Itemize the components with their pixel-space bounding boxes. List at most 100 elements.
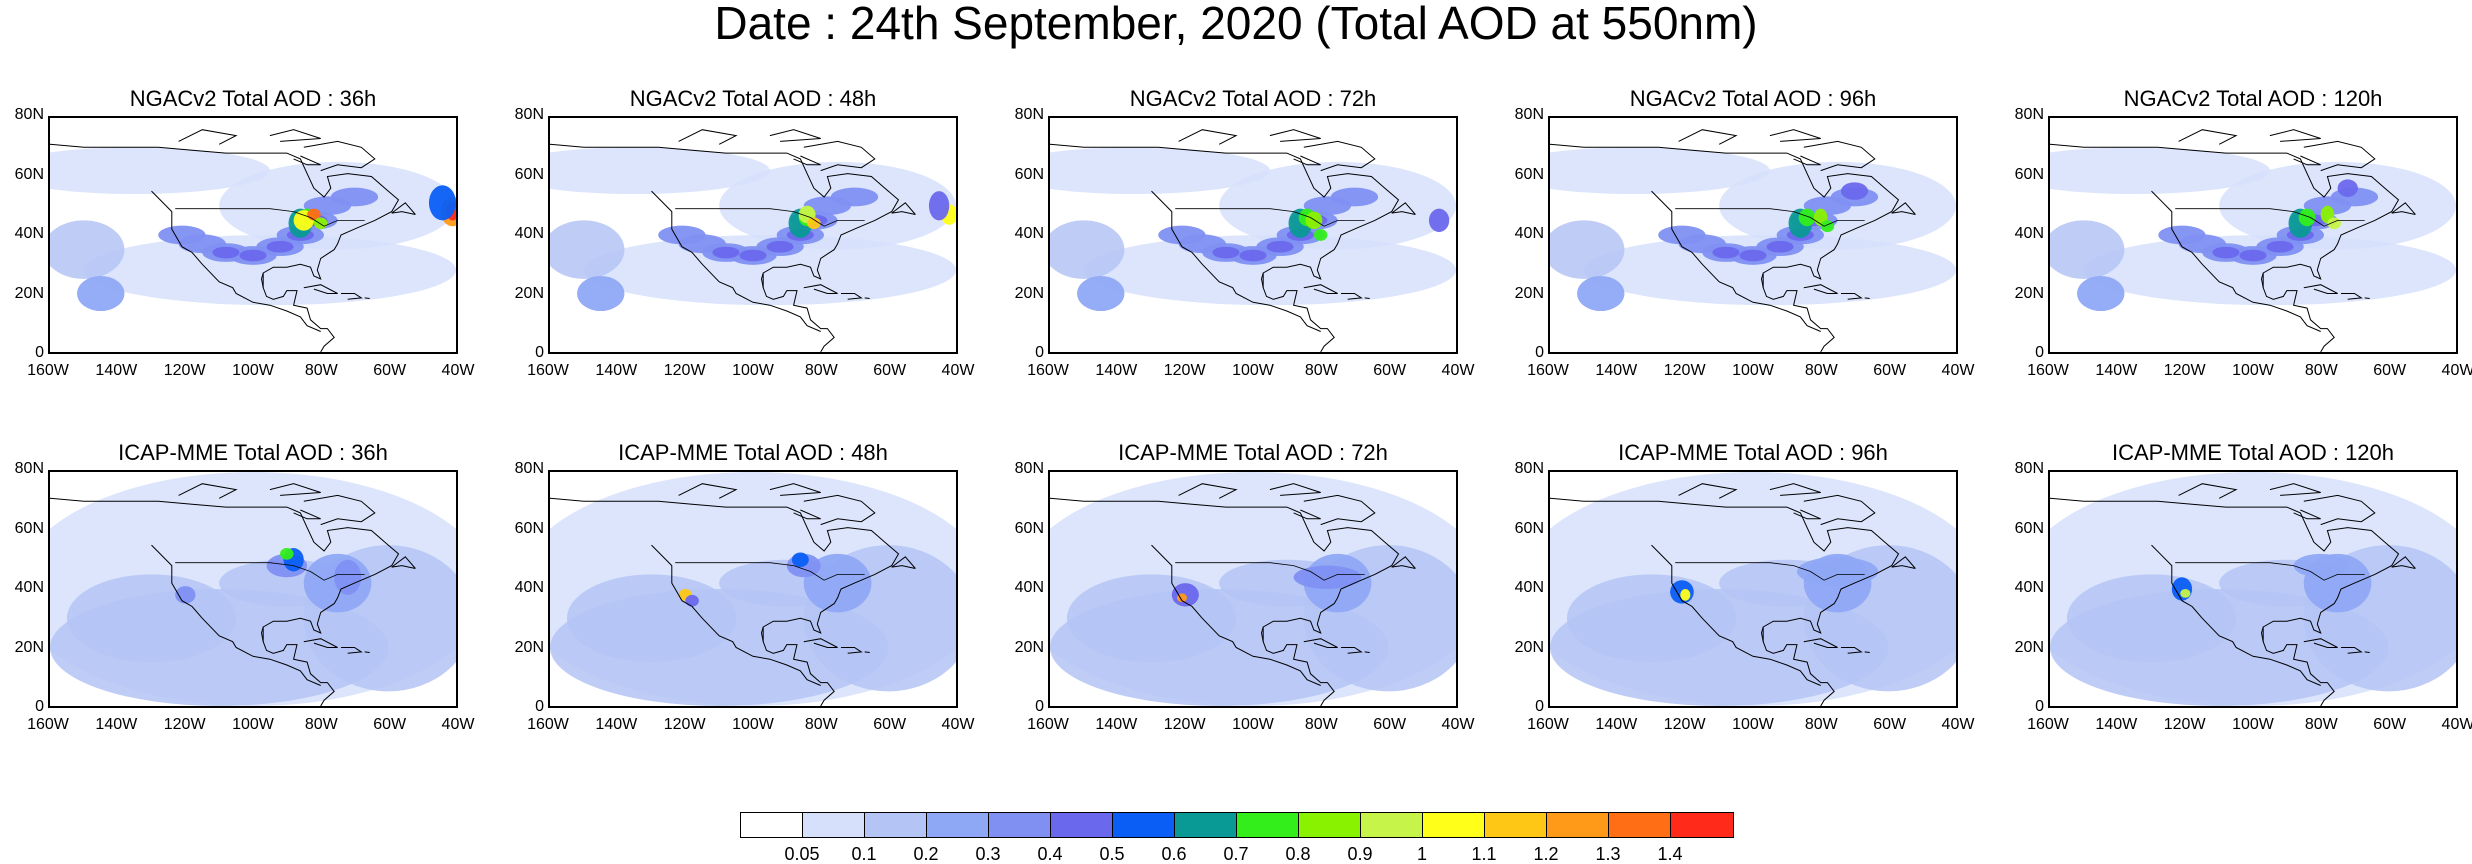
coastline bbox=[864, 651, 870, 653]
coastline bbox=[1651, 544, 1821, 686]
coastline bbox=[1050, 497, 1400, 706]
lon-tick-label: 100W bbox=[732, 362, 774, 379]
aod-plume bbox=[1266, 240, 1294, 253]
coastline bbox=[2341, 293, 2363, 300]
lat-tick-label: 40N bbox=[514, 579, 544, 596]
colorbar bbox=[740, 812, 1734, 838]
coastline bbox=[1651, 190, 1821, 332]
aod-plume bbox=[766, 240, 794, 253]
lon-tick-label: 140W bbox=[595, 362, 638, 379]
coastline bbox=[1841, 647, 1863, 654]
lat-tick-label: 60N bbox=[1514, 165, 1544, 183]
lat-tick-label: 80N bbox=[514, 106, 544, 123]
aod-plume bbox=[428, 185, 456, 221]
lon-tick-label: 140W bbox=[1095, 716, 1138, 733]
panel-title: NGACv2 Total AOD : 96h bbox=[1629, 86, 1877, 111]
coastline bbox=[303, 638, 338, 648]
coastline bbox=[2293, 509, 2321, 520]
panel-title: ICAP-MME Total AOD : 48h bbox=[618, 440, 888, 465]
lon-tick-label: 120W bbox=[163, 362, 206, 379]
aod-plume bbox=[2077, 275, 2125, 312]
aod-plume bbox=[1766, 240, 1794, 253]
lat-tick-label: 40N bbox=[1514, 579, 1544, 596]
lat-tick-label: 0 bbox=[1035, 344, 1044, 361]
coastline bbox=[1678, 483, 1738, 499]
coastline bbox=[1864, 297, 1870, 299]
aod-plume bbox=[212, 246, 240, 259]
coastline bbox=[1178, 483, 1238, 499]
colorbar-swatch bbox=[1361, 813, 1423, 837]
lon-tick-label: 140W bbox=[2095, 362, 2138, 379]
aod-plume bbox=[2066, 574, 2237, 663]
lat-tick-label: 0 bbox=[2035, 344, 2044, 361]
lat-tick-label: 0 bbox=[1035, 698, 1044, 715]
aod-map bbox=[50, 129, 456, 352]
map-panel bbox=[2048, 470, 2458, 708]
aod-plume bbox=[2293, 553, 2348, 578]
aod-plume bbox=[1798, 208, 1816, 227]
aod-plume bbox=[1712, 246, 1740, 259]
lat-tick-label: 60N bbox=[514, 165, 544, 183]
coastline bbox=[1303, 284, 1338, 294]
coastline bbox=[1293, 509, 1321, 520]
lat-tick-label: 60N bbox=[2014, 165, 2044, 183]
lon-tick-label: 120W bbox=[2163, 362, 2206, 379]
coastline bbox=[803, 284, 838, 294]
coastline bbox=[269, 483, 321, 496]
country-border bbox=[175, 562, 365, 581]
colorbar-label: 1.3 bbox=[1595, 844, 1621, 864]
lat-tick-label: 20N bbox=[514, 638, 544, 656]
coastline bbox=[1803, 284, 1838, 294]
coastline bbox=[2050, 143, 2400, 352]
lon-tick-label: 80W bbox=[1304, 362, 1338, 379]
panel-title: ICAP-MME Total AOD : 36h bbox=[118, 440, 388, 465]
lon-tick-label: 80W bbox=[2304, 362, 2338, 379]
coastline bbox=[269, 129, 321, 142]
colorbar-swatch bbox=[803, 813, 865, 837]
coastline bbox=[2151, 190, 2321, 332]
colorbar-label: 0.5 bbox=[1099, 844, 1125, 864]
lon-tick-label: 40W bbox=[1941, 362, 1975, 379]
lon-tick-label: 100W bbox=[1232, 716, 1274, 733]
aod-plume bbox=[739, 249, 767, 262]
colorbar-swatch bbox=[927, 813, 989, 837]
coastline bbox=[2260, 626, 2264, 642]
lat-tick-label: 40N bbox=[14, 579, 44, 596]
colorbar-swatch bbox=[1547, 813, 1609, 837]
lat-tick-label: 0 bbox=[35, 698, 44, 715]
coastline bbox=[1260, 272, 1264, 288]
aod-plume bbox=[1077, 275, 1125, 312]
coastline bbox=[2391, 202, 2416, 215]
lat-tick-label: 80N bbox=[14, 106, 44, 123]
lon-tick-label: 60W bbox=[2373, 716, 2407, 733]
colorbar-swatch bbox=[989, 813, 1051, 837]
aod-plume bbox=[1577, 275, 1625, 312]
lon-tick-label: 120W bbox=[1163, 716, 1206, 733]
map-panel bbox=[1548, 116, 1958, 354]
coastline bbox=[178, 483, 238, 499]
coastline bbox=[2269, 129, 2321, 142]
aod-plume bbox=[1428, 208, 1450, 233]
lat-tick-label: 20N bbox=[14, 638, 44, 656]
aod-plume bbox=[2083, 235, 2456, 306]
lat-tick-label: 60N bbox=[514, 519, 544, 537]
aod-plume bbox=[266, 240, 294, 253]
lon-tick-label: 80W bbox=[804, 362, 838, 379]
aod-plume bbox=[1313, 229, 1328, 241]
coastline bbox=[891, 556, 916, 569]
lon-tick-label: 40W bbox=[441, 362, 475, 379]
coastline bbox=[364, 651, 370, 653]
aod-plume bbox=[2050, 147, 2270, 195]
lon-tick-label: 40W bbox=[941, 716, 975, 733]
lat-tick-label: 40N bbox=[2014, 579, 2044, 596]
coastline bbox=[178, 129, 238, 145]
lon-tick-label: 160W bbox=[2027, 362, 2069, 379]
coastline bbox=[651, 190, 821, 332]
aod-plume bbox=[1305, 211, 1323, 230]
panel-title: ICAP-MME Total AOD : 120h bbox=[2111, 440, 2395, 465]
aod-map bbox=[550, 472, 956, 706]
coastline bbox=[1050, 143, 1400, 352]
lon-tick-label: 100W bbox=[2232, 716, 2274, 733]
figure-title: Date : 24th September, 2020 (Total AOD a… bbox=[714, 0, 1758, 49]
aod-plume bbox=[1550, 220, 1625, 279]
